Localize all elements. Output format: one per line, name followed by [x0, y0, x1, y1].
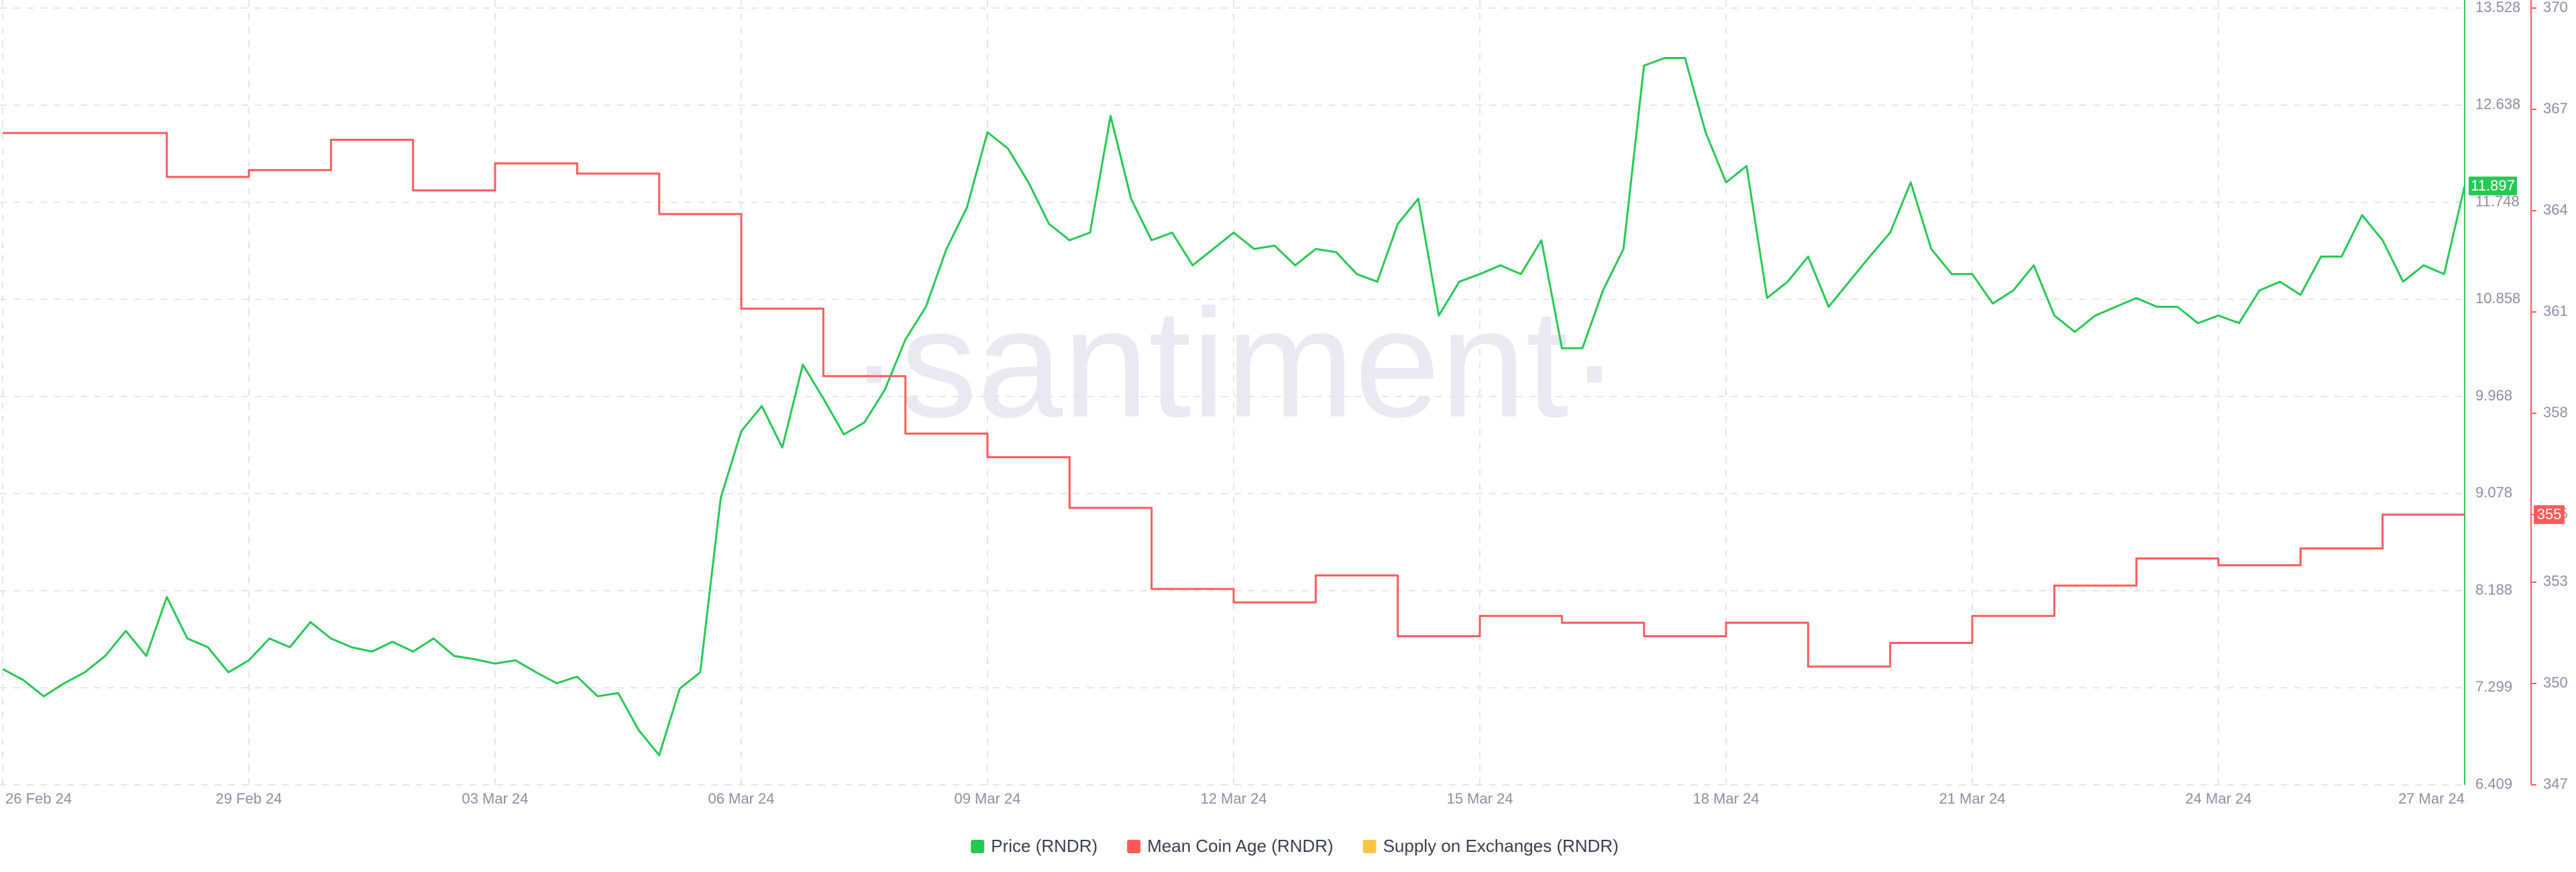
y-tick-label: 8.188	[2475, 581, 2512, 598]
y-tick-label: 6.409	[2475, 775, 2512, 792]
legend-label: Supply on Exchanges (RNDR)	[1383, 836, 1619, 856]
legend: Price (RNDR) Mean Coin Age (RNDR) Supply o…	[971, 836, 1619, 856]
x-tick-label: 29 Feb 24	[215, 790, 282, 807]
y-tick-label: 9.968	[2475, 387, 2512, 404]
x-tick-label: 18 Mar 24	[1693, 790, 1759, 807]
y2-tick-label: 364	[2543, 201, 2568, 218]
legend-swatch	[1127, 840, 1141, 853]
y-tick-label: 12.638	[2475, 96, 2520, 113]
series-line	[3, 131, 2465, 668]
x-tick-label: 09 Mar 24	[954, 790, 1020, 807]
legend-swatch	[1362, 840, 1377, 853]
y-tick-label: 10.858	[2475, 290, 2520, 307]
value-badge-label: 355	[2537, 506, 2562, 523]
x-tick-label: 24 Mar 24	[2185, 790, 2251, 807]
legend-swatch	[971, 840, 985, 853]
x-tick-label: 21 Mar 24	[1939, 790, 2005, 807]
legend-item: Price (RNDR)	[971, 836, 1097, 856]
legend-item: Mean Coin Age (RNDR)	[1127, 836, 1334, 856]
y2-tick-label: 353	[2543, 573, 2568, 590]
legend-label: Price (RNDR)	[991, 836, 1097, 856]
y2-tick-label: 347	[2543, 775, 2568, 792]
legend-item: Supply on Exchanges (RNDR)	[1362, 836, 1619, 856]
y-tick-label: 13.528	[2475, 0, 2520, 15]
x-tick-label: 27 Mar 24	[2398, 790, 2465, 807]
x-tick-label: 03 Mar 24	[462, 790, 528, 807]
y-tick-label: 9.078	[2475, 484, 2512, 501]
x-tick-label: 26 Feb 24	[5, 790, 72, 807]
x-tick-label: 06 Mar 24	[708, 790, 774, 807]
y2-tick-label: 370	[2543, 0, 2568, 15]
x-tick-label: 12 Mar 24	[1200, 790, 1267, 807]
y-tick-label: 7.299	[2475, 678, 2512, 695]
value-badge	[2469, 176, 2517, 196]
value-badge	[2534, 505, 2565, 525]
y-tick-label: 11.748	[2475, 193, 2520, 209]
y2-tick-label: 358	[2543, 404, 2568, 421]
x-tick-label: 15 Mar 24	[1446, 790, 1513, 807]
y2-tick-label: 367	[2543, 100, 2568, 117]
series-line	[2, 56, 2466, 757]
y2-tick-label: 361	[2543, 303, 2568, 319]
value-badge-label: 11.897	[2471, 177, 2515, 194]
legend-label: Mean Coin Age (RNDR)	[1147, 836, 1333, 856]
y2-tick-label: 350	[2543, 674, 2568, 691]
